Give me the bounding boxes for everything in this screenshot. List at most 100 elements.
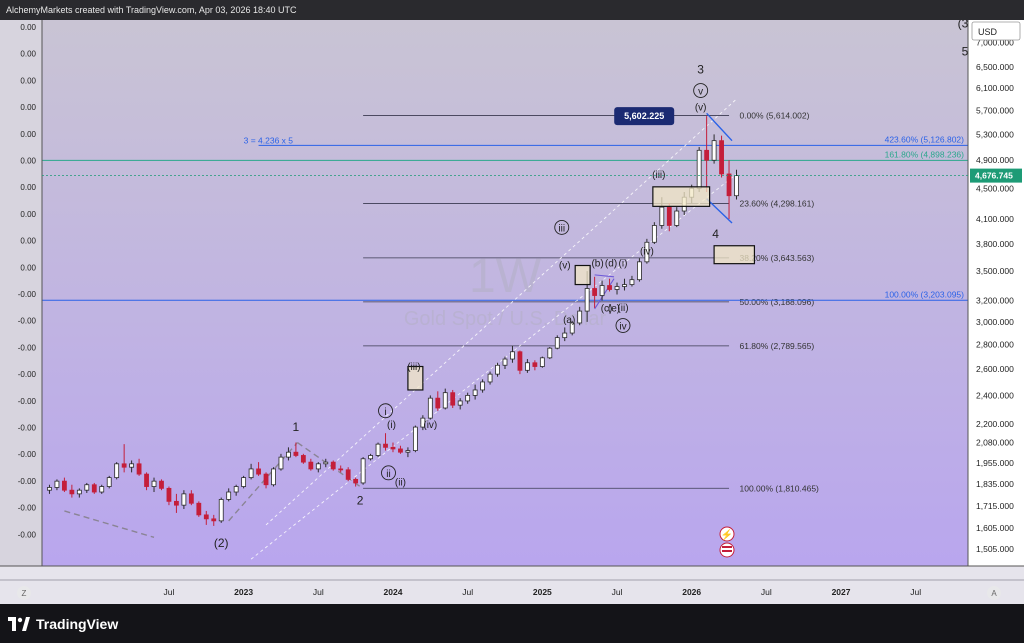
price-tick: 1,715.000 (976, 501, 1014, 511)
candle-body (562, 332, 568, 339)
wave-circle (381, 465, 396, 481)
price-tick: 1,505.000 (976, 544, 1014, 554)
extension-note: 3 = 4.236 x 5 (244, 135, 294, 145)
candle-body (517, 351, 523, 371)
candle-body (293, 451, 299, 456)
candle-body (69, 489, 75, 495)
candle-body (502, 358, 508, 366)
price-tick: 1,835.000 (976, 479, 1014, 489)
candle-body (375, 443, 381, 456)
wedge-upper (706, 112, 733, 142)
candle-body (278, 456, 284, 470)
price-tick: 3,200.000 (976, 296, 1014, 306)
candle-body (353, 478, 359, 484)
candle-body (330, 461, 336, 470)
tradingview-logo[interactable]: TradingView (8, 616, 118, 632)
time-axis[interactable]: Jul 2023 Jul 2024 Jul 2025 Jul 2026 Jul 2027 Jul (0, 565, 1024, 604)
candle-body (427, 397, 433, 419)
price-tick: 2,080.000 (976, 438, 1014, 448)
time-axis-bg (0, 566, 1024, 604)
wave-label: (e) (608, 304, 620, 315)
candle-body (174, 500, 179, 506)
wave-label: iii (558, 223, 565, 234)
candle-body (121, 463, 127, 468)
candle-body (345, 469, 351, 480)
candle-body (450, 392, 456, 406)
price-tick: 3,000.000 (976, 317, 1014, 327)
price-tick: 5,300.000 (976, 129, 1014, 139)
left-tick: 0.00 (20, 76, 36, 85)
time-tick: Jul (462, 587, 473, 597)
candle-body (554, 337, 560, 349)
candle-body (420, 417, 426, 428)
time-tick: Jul (910, 587, 921, 597)
candle-body (480, 381, 485, 391)
svg-text:A: A (991, 589, 997, 598)
candle-body (54, 480, 60, 488)
left-tick: -0.00 (18, 530, 37, 539)
time-tick: Jul (612, 587, 623, 597)
chart-canvas[interactable]: 1W Gold Spot / U.S. Dollar 0.00% (5,614.… (0, 20, 1024, 604)
candle-body (659, 206, 665, 226)
candle-body (711, 140, 717, 161)
candle-body (151, 480, 157, 487)
time-tick: 2023 (234, 587, 253, 597)
wave-label: (b) (591, 258, 603, 269)
candle-body (734, 175, 739, 197)
price-tick: 2,400.000 (976, 390, 1014, 400)
wave-path (64, 510, 155, 539)
fib-label: 100.00% (1,810.465) (739, 483, 819, 493)
wave-label: (d) (605, 258, 617, 269)
price-axis[interactable]: 7,000.000 6,500.000 6,100.000 5,700.000 5,30… (967, 20, 1024, 566)
currency-button[interactable]: USD (971, 21, 1021, 41)
wave-label: 5 (962, 45, 969, 59)
candle-body (203, 514, 209, 520)
candle-body (99, 486, 105, 493)
candle-body (91, 484, 97, 493)
zone-box (407, 365, 424, 391)
header-caption: AlchemyMarkets created with TradingView.… (0, 0, 1024, 20)
candle-body (84, 484, 90, 491)
left-tick: -0.00 (18, 450, 37, 459)
left-tick: 0.00 (20, 210, 36, 219)
plot-area (42, 20, 968, 566)
candle-body (300, 455, 306, 463)
candle-body (651, 225, 657, 243)
left-tick: -0.00 (18, 317, 37, 326)
time-tick: 2026 (682, 587, 701, 597)
channel-upper (265, 98, 737, 526)
extension-label: 423.60% (5,126.802) (885, 134, 965, 144)
event-icons[interactable]: ⚡ (719, 526, 735, 558)
extension-label: 161.80% (4,898.236) (885, 149, 965, 159)
candle-body (159, 480, 164, 489)
candle-body (76, 489, 82, 495)
fib-label: 61.80% (2,789.565) (739, 341, 814, 351)
fib-label: 0.00% (5,614.002) (739, 110, 809, 120)
time-tick: Jul (164, 587, 175, 597)
left-tick: -0.00 (18, 370, 37, 379)
candle-body (704, 149, 710, 161)
candle-body (383, 443, 388, 448)
left-tick: 0.00 (20, 237, 36, 246)
candle-body (129, 463, 135, 468)
watermark: 1W Gold Spot / U.S. Dollar (404, 250, 607, 330)
lightning-icon (719, 526, 735, 542)
zone-box (574, 264, 591, 286)
wave-label: (iv) (640, 247, 654, 258)
price-tags: 4,676.745 5,602.225 (42, 107, 1022, 183)
currency-label: USD (978, 27, 998, 37)
wave-label: (v) (559, 260, 571, 271)
scale-buttons[interactable]: Z A (17, 586, 1001, 600)
price-tick: 3,800.000 (976, 239, 1014, 249)
svg-text:Z: Z (22, 589, 27, 598)
left-tick: 0.00 (20, 157, 36, 166)
candle-body (614, 286, 620, 290)
price-tick: 6,500.000 (976, 62, 1014, 72)
price-tick: 6,100.000 (976, 83, 1014, 93)
wave-path (228, 442, 298, 522)
candle-body (211, 518, 217, 522)
zone-box (713, 245, 756, 265)
current-price-text: 4,676.745 (975, 171, 1013, 181)
wave-circle (615, 318, 631, 333)
candle-body (263, 473, 269, 486)
